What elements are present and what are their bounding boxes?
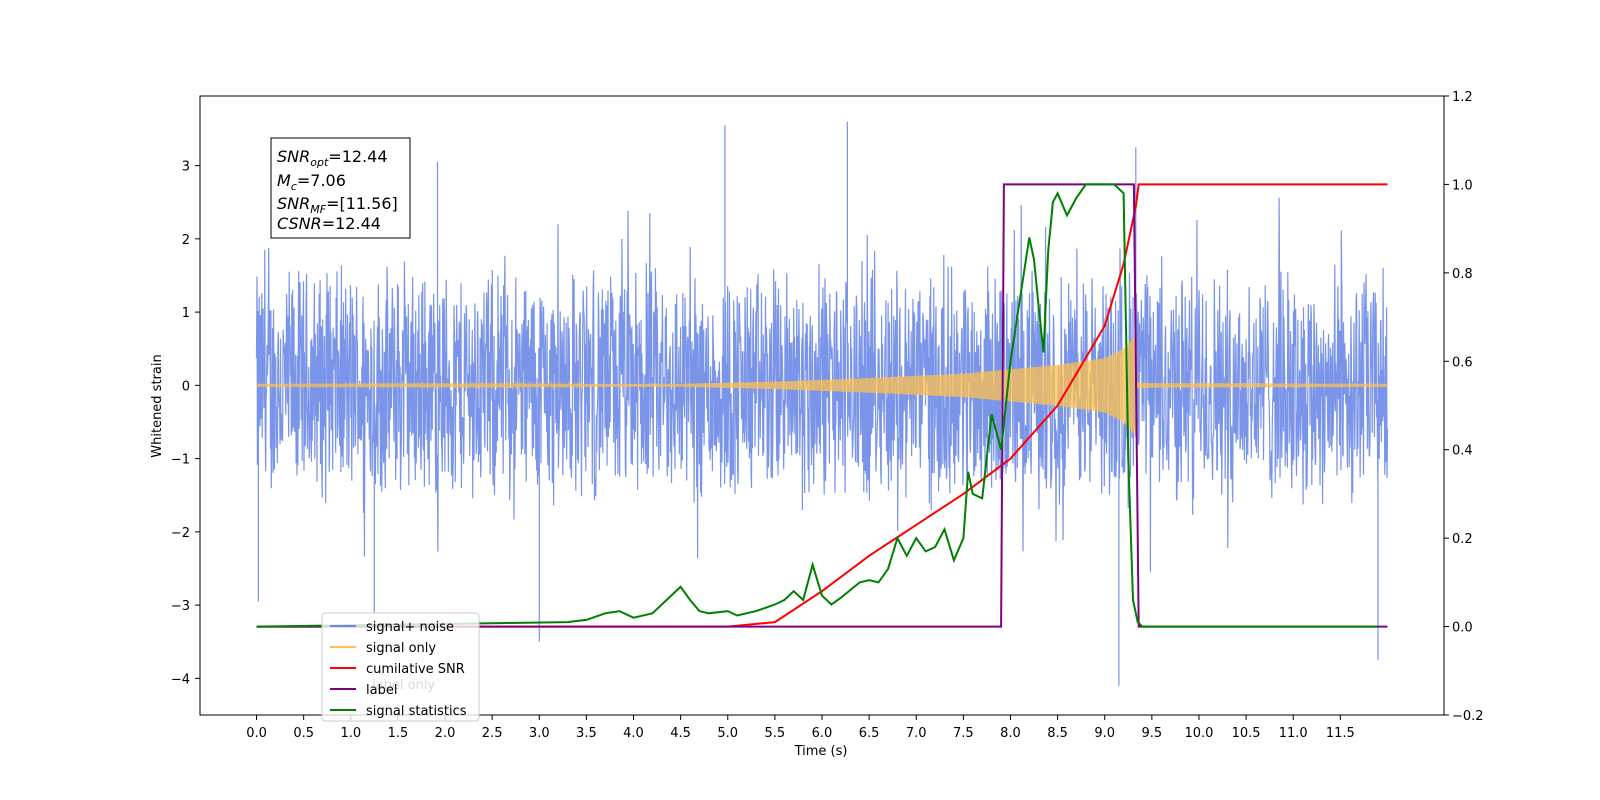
stats-annotation-box: [270, 137, 411, 239]
y2-tick-label: 0.0: [1452, 621, 1473, 636]
x-tick-label: 4.5: [670, 726, 691, 741]
y-tick-label: 0: [182, 379, 190, 394]
legend-hidden-text: label only: [372, 678, 435, 693]
y2-tick-label: 1.0: [1452, 178, 1473, 193]
x-tick-label: 11.5: [1326, 726, 1355, 741]
x-tick-label: 3.5: [576, 726, 597, 741]
y-tick-label: 1: [182, 306, 190, 321]
y-tick-label: −4: [171, 672, 190, 687]
x-tick-label: 10.0: [1184, 726, 1213, 741]
legend: label only signal+ noise signal only cumil…: [321, 612, 480, 722]
series-signal-only: [255, 335, 1389, 437]
y2-tick-label: 0.4: [1452, 444, 1473, 459]
series-signal-plus-noise: [255, 121, 1389, 686]
annotation-snr-opt: SNRopt=12.44: [277, 147, 388, 169]
legend-label: signal statistics: [366, 704, 467, 719]
series-layer: [255, 121, 1389, 686]
x-tick-label: 1.0: [340, 726, 361, 741]
y2-tick-label: 0.6: [1452, 355, 1473, 370]
y2-tick-label: 0.8: [1452, 267, 1473, 282]
y2-tick-label: −0.2: [1452, 709, 1484, 724]
x-axis-ticks: 0.0 0.5 1.0 1.5 2.0 2.5 3.0 3.5 4.0 4.5 5.0 5.5 6.0 6…: [246, 715, 1355, 741]
x-axis-label: Time (s): [794, 744, 848, 759]
annotation-csnr: CSNR=12.44: [277, 214, 381, 233]
y-axis-ticks: 3 2 1 0 −1 −2 −3 −4: [171, 160, 200, 687]
legend-label: signal+ noise: [366, 620, 454, 635]
x-tick-label: 5.0: [717, 726, 738, 741]
stats-annotation: SNRopt=12.44 Mc=7.06 SNRMF=[11.56] CSNR=…: [270, 137, 411, 239]
legend-box: [321, 612, 480, 722]
y-tick-label: 2: [182, 233, 190, 248]
y2-tick-label: 0.2: [1452, 532, 1473, 547]
x-tick-label: 8.5: [1047, 726, 1068, 741]
x-tick-label: 0.5: [293, 726, 314, 741]
y-tick-label: −2: [171, 526, 190, 541]
x-tick-label: 4.0: [623, 726, 644, 741]
x-tick-label: 3.0: [529, 726, 550, 741]
legend-label: signal only: [366, 641, 436, 656]
legend-label: label: [366, 683, 397, 698]
x-tick-label: 2.5: [482, 726, 503, 741]
x-tick-label: 10.5: [1232, 726, 1261, 741]
y2-axis-ticks: 1.2 1.0 0.8 0.6 0.4 0.2 0.0 −0.2: [1444, 90, 1484, 724]
y-tick-label: −3: [171, 599, 190, 614]
annotation-mc: Mc=7.06: [277, 171, 346, 193]
x-tick-label: 5.5: [765, 726, 786, 741]
x-tick-label: 1.5: [388, 726, 409, 741]
x-tick-label: 8.0: [1000, 726, 1021, 741]
y-axis-label: Whitened strain: [150, 354, 165, 457]
x-tick-label: 7.0: [906, 726, 927, 741]
x-tick-label: 2.0: [435, 726, 456, 741]
x-tick-label: 6.0: [812, 726, 833, 741]
x-tick-label: 6.5: [859, 726, 880, 741]
annotation-snr-mf: SNRMF=[11.56]: [277, 194, 398, 216]
x-tick-label: 7.5: [953, 726, 974, 741]
legend-label: cumilative SNR: [366, 662, 465, 677]
x-tick-label: 11.0: [1279, 726, 1308, 741]
y-tick-label: −1: [171, 453, 190, 468]
y2-tick-label: 1.2: [1452, 90, 1473, 105]
x-tick-label: 9.5: [1142, 726, 1163, 741]
x-tick-label: 9.0: [1094, 726, 1115, 741]
x-tick-label: 0.0: [246, 726, 267, 741]
series-signal-statistics: [256, 183, 1378, 628]
y-tick-label: 3: [182, 160, 190, 175]
